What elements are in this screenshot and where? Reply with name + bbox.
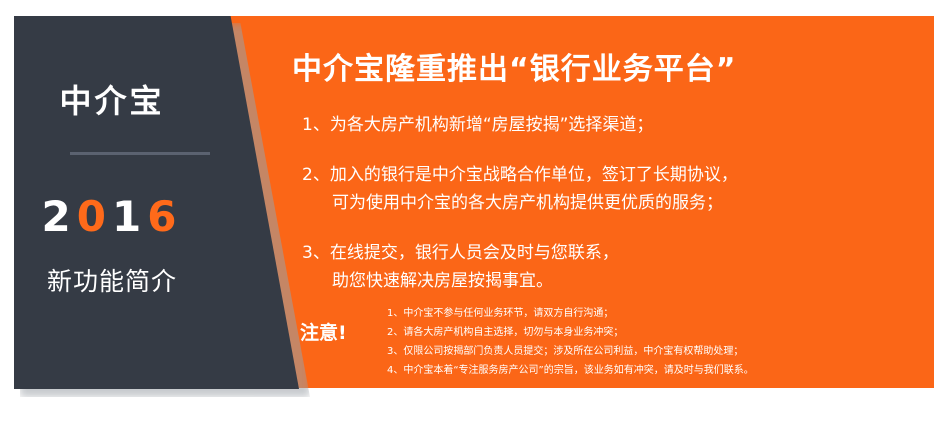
note-item: 4、中介宝本着“专注服务房产公司”的宗旨，该业务如有冲突，请及时与我们联系。 [387,365,754,376]
feature-item: 3、在线提交，银行人员会及时与您联系， 助您快速解决房屋按揭事宜。 [302,239,902,295]
feature-item-line: 3、在线提交，银行人员会及时与您联系， [302,243,619,263]
year-digit: 1 [112,192,148,241]
note-item: 1、中介宝不参与任何业务环节，请双方自行沟通； [387,308,614,319]
year-label: 2016 [14,192,210,241]
feature-item-line: 1、为各大房产机构新增“房屋按揭”选择渠道； [302,115,654,135]
notes-list: 1、中介宝不参与任何业务环节，请双方自行沟通； 2、请各大房产机构自主选择，切勿… [387,304,754,380]
note-item: 3、仅限公司按揭部门负责人员提交；涉及所在公司利益，中介宝有权帮助处理； [387,346,744,357]
notes-label: 注意! [300,322,347,344]
year-digit: 2 [41,192,77,241]
divider [70,152,210,155]
feature-item-line: 2、加入的银行是中介宝战略合作单位，签订了长期协议， [302,165,738,185]
year-digit-highlight: 0 [76,192,112,241]
banner-title: 中介宝隆重推出“银行业务平台” [292,52,737,87]
feature-list: 1、为各大房产机构新增“房屋按揭”选择渠道； 2、加入的银行是中介宝战略合作单位… [302,111,902,317]
feature-item: 2、加入的银行是中介宝战略合作单位，签订了长期协议， 可为使用中介宝的各大房产机… [302,161,902,217]
feature-item: 1、为各大房产机构新增“房屋按揭”选择渠道； [302,111,902,139]
feature-item-line: 可为使用中介宝的各大房产机构提供更优质的服务； [332,193,723,213]
feature-intro-subtitle: 新功能简介 [46,267,177,296]
side-panel: 中介宝 2016 新功能简介 [14,16,299,389]
brand-logo: 中介宝 [59,82,165,120]
feature-item-line: 助您快速解决房屋按揭事宜。 [332,271,553,291]
note-item: 2、请各大房产机构自主选择，切勿与本身业务冲突； [387,327,624,338]
orange-banner [200,16,934,388]
year-digit-highlight: 6 [147,192,183,241]
